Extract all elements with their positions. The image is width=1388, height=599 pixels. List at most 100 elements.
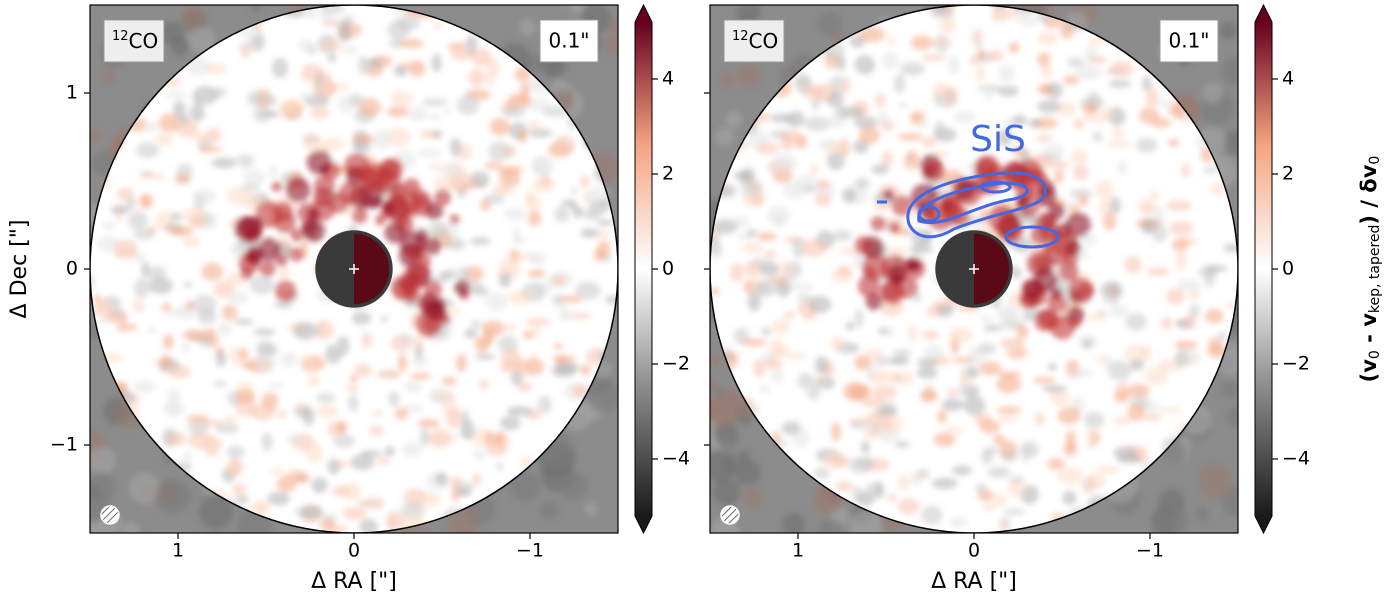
texture	[843, 381, 867, 402]
texture	[470, 319, 481, 330]
texture	[992, 493, 1007, 507]
texture	[1188, 288, 1201, 301]
texture	[267, 382, 285, 389]
texture	[1094, 180, 1115, 200]
texture	[1086, 426, 1097, 446]
texture	[503, 207, 527, 221]
texture	[918, 118, 928, 128]
texture	[554, 205, 570, 223]
texture	[782, 513, 806, 533]
texture	[512, 227, 521, 245]
texture	[855, 177, 870, 190]
texture	[710, 354, 723, 368]
texture	[134, 251, 145, 264]
texture	[838, 138, 851, 158]
texture	[904, 257, 919, 272]
texture	[1146, 267, 1170, 276]
texture	[910, 475, 922, 487]
texture	[584, 502, 598, 516]
texture	[348, 394, 359, 412]
texture	[537, 395, 552, 414]
texture	[125, 196, 136, 211]
texture	[230, 345, 242, 366]
texture	[1174, 340, 1198, 350]
texture	[213, 380, 227, 388]
texture	[314, 320, 334, 340]
colorbar-tick-label: 0	[1282, 258, 1294, 280]
texture	[90, 446, 116, 475]
texture	[182, 329, 207, 341]
texture	[764, 250, 777, 258]
texture	[446, 408, 463, 429]
texture	[977, 85, 1002, 92]
texture	[401, 442, 422, 458]
colorbar-tick-label: 2	[1282, 163, 1294, 185]
texture	[525, 318, 552, 326]
texture	[1160, 407, 1183, 414]
texture	[1161, 317, 1173, 331]
texture	[946, 426, 965, 434]
texture	[165, 226, 176, 234]
texture	[1144, 366, 1168, 386]
texture	[507, 290, 532, 305]
texture	[235, 389, 256, 404]
colorbar-label-part: 0	[1367, 156, 1383, 165]
texture	[478, 379, 490, 389]
texture	[423, 315, 440, 332]
texture	[936, 304, 954, 318]
texture	[206, 437, 223, 450]
texture	[1142, 75, 1152, 92]
beam-label: 0.1"	[1168, 29, 1209, 53]
texture	[596, 219, 614, 227]
texture	[921, 330, 940, 340]
texture	[163, 405, 186, 413]
texture	[455, 354, 467, 372]
texture	[832, 229, 853, 242]
texture	[786, 352, 807, 360]
texture	[802, 313, 818, 320]
texture	[1108, 80, 1131, 88]
texture	[518, 18, 537, 37]
texture	[111, 308, 124, 317]
texture	[450, 173, 475, 194]
texture	[854, 55, 876, 75]
texture	[983, 324, 1002, 332]
texture	[154, 478, 191, 515]
texture	[375, 214, 386, 225]
texture	[840, 344, 850, 356]
texture	[897, 498, 920, 515]
texture	[540, 172, 551, 187]
texture	[792, 237, 806, 258]
texture	[722, 343, 732, 350]
texture	[894, 74, 906, 94]
texture	[422, 98, 448, 107]
texture	[952, 356, 974, 364]
texture	[418, 491, 441, 507]
texture	[211, 157, 237, 169]
texture	[710, 451, 736, 483]
texture	[465, 35, 478, 54]
x-tick-label: −1	[1136, 540, 1164, 562]
texture	[1017, 15, 1039, 27]
texture	[938, 17, 957, 34]
texture	[887, 493, 897, 502]
texture	[240, 43, 251, 59]
texture	[200, 420, 225, 427]
texture	[277, 410, 287, 419]
texture	[957, 380, 966, 398]
x-tick-label: 1	[172, 540, 184, 562]
texture	[1012, 114, 1027, 126]
texture	[486, 440, 507, 457]
texture	[518, 128, 527, 144]
texture	[888, 357, 910, 366]
label-box	[1159, 19, 1219, 63]
texture	[359, 168, 385, 194]
texture	[921, 136, 937, 148]
texture	[319, 518, 336, 531]
colorbar-tick-label: 4	[1282, 68, 1294, 90]
colorbar-tick-label: 2	[662, 163, 674, 185]
texture	[186, 300, 195, 311]
texture	[434, 434, 458, 441]
texture	[998, 64, 1015, 83]
texture	[316, 393, 336, 403]
